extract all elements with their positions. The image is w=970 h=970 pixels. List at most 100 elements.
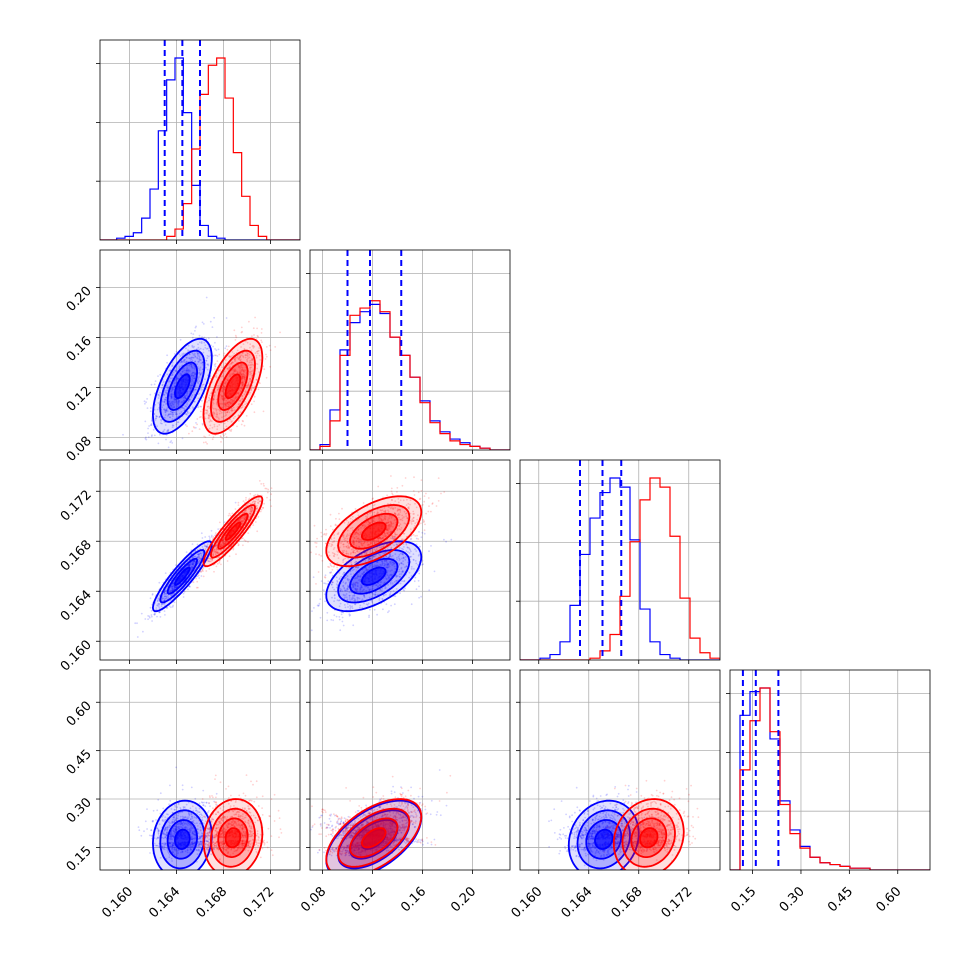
scatter-point bbox=[214, 551, 217, 554]
scatter-point bbox=[259, 500, 262, 503]
scatter-point bbox=[162, 597, 165, 600]
scatter-point bbox=[247, 383, 250, 386]
scatter-point bbox=[175, 586, 178, 589]
panel-frame bbox=[99, 459, 301, 661]
scatter-point bbox=[193, 560, 196, 563]
scatter-point bbox=[229, 401, 232, 404]
scatter-point bbox=[224, 412, 227, 415]
scatter-point bbox=[219, 403, 221, 405]
scatter-point bbox=[201, 385, 203, 388]
scatter-point bbox=[422, 521, 425, 524]
scatter-point bbox=[173, 382, 176, 385]
scatter-point bbox=[231, 420, 233, 422]
scatter-point bbox=[201, 399, 203, 402]
scatter-point bbox=[239, 368, 241, 370]
scatter-point bbox=[215, 374, 218, 377]
scatter-point bbox=[148, 616, 151, 619]
scatter-point bbox=[165, 597, 168, 600]
scatter-point bbox=[171, 373, 174, 376]
scatter-point bbox=[194, 373, 197, 375]
scatter-point bbox=[191, 356, 194, 359]
scatter-point bbox=[310, 629, 313, 632]
scatter-point bbox=[150, 424, 153, 426]
scatter-point bbox=[164, 414, 167, 416]
scatter-point bbox=[239, 372, 242, 374]
scatter-point bbox=[229, 365, 231, 368]
scatter-point bbox=[206, 401, 208, 403]
scatter-point bbox=[224, 403, 226, 406]
scatter-point bbox=[189, 390, 192, 393]
scatter-point bbox=[237, 414, 240, 417]
scatter-point bbox=[184, 405, 187, 407]
scatter-point bbox=[244, 376, 246, 378]
scatter-point bbox=[368, 558, 371, 560]
scatter-point bbox=[249, 373, 252, 376]
scatter-point bbox=[250, 366, 253, 369]
scatter-point bbox=[335, 615, 338, 618]
scatter-point bbox=[162, 603, 165, 605]
scatter-point bbox=[412, 533, 415, 536]
scatter-point bbox=[269, 349, 272, 351]
panel-content bbox=[100, 40, 300, 240]
scatter-point bbox=[188, 432, 190, 435]
scatter-point bbox=[197, 553, 200, 556]
scatter-point bbox=[387, 563, 389, 566]
scatter-point bbox=[173, 586, 176, 589]
scatter-point bbox=[408, 548, 411, 550]
scatter-point bbox=[265, 487, 268, 490]
scatter-point bbox=[174, 587, 177, 589]
scatter-point bbox=[214, 408, 217, 410]
scatter-point bbox=[145, 438, 148, 441]
scatter-point bbox=[316, 604, 319, 607]
scatter-point bbox=[169, 590, 172, 592]
scatter-point bbox=[311, 610, 313, 612]
scatter-point bbox=[216, 428, 219, 431]
scatter-point bbox=[168, 605, 171, 607]
scatter-point bbox=[190, 364, 193, 366]
scatter-point bbox=[206, 546, 208, 548]
scatter-point bbox=[220, 397, 223, 399]
scatter-point bbox=[188, 564, 191, 567]
scatter-point bbox=[198, 392, 201, 395]
density-contour bbox=[217, 512, 249, 550]
scatter-point bbox=[191, 359, 194, 362]
density-contour bbox=[166, 557, 199, 595]
scatter-point bbox=[364, 551, 367, 554]
scatter-point bbox=[196, 351, 199, 354]
scatter-point bbox=[332, 581, 334, 584]
scatter-point bbox=[176, 376, 178, 379]
scatter-point bbox=[224, 542, 226, 545]
scatter-point bbox=[190, 566, 193, 569]
scatter-point bbox=[174, 378, 177, 381]
scatter-point bbox=[214, 365, 217, 368]
scatter-point bbox=[380, 564, 382, 567]
scatter-point bbox=[188, 564, 191, 566]
scatter-point bbox=[402, 557, 405, 560]
scatter-point bbox=[390, 475, 392, 477]
scatter-point bbox=[232, 548, 235, 551]
scatter-point bbox=[355, 561, 358, 563]
scatter-point bbox=[355, 581, 358, 584]
scatter-point bbox=[248, 361, 251, 364]
scatter-point bbox=[231, 400, 234, 403]
scatter-point bbox=[196, 356, 199, 359]
scatter-point bbox=[249, 372, 252, 374]
scatter-point bbox=[197, 343, 199, 346]
scatter-point bbox=[425, 492, 427, 495]
scatter-point bbox=[250, 506, 253, 509]
scatter-point bbox=[428, 550, 430, 553]
scatter-point bbox=[199, 366, 202, 369]
scatter-point bbox=[379, 554, 381, 557]
scatter-point bbox=[241, 363, 244, 366]
scatter-point bbox=[230, 361, 233, 364]
scatter-point bbox=[212, 398, 215, 401]
scatter-point bbox=[170, 606, 172, 609]
scatter-point bbox=[221, 395, 224, 398]
density-contour bbox=[217, 361, 249, 411]
scatter-point bbox=[154, 380, 157, 382]
scatter-point bbox=[387, 566, 390, 569]
scatter-point bbox=[215, 403, 218, 406]
scatter-point bbox=[224, 385, 227, 388]
scatter-point bbox=[353, 594, 355, 597]
scatter-point bbox=[368, 566, 371, 569]
